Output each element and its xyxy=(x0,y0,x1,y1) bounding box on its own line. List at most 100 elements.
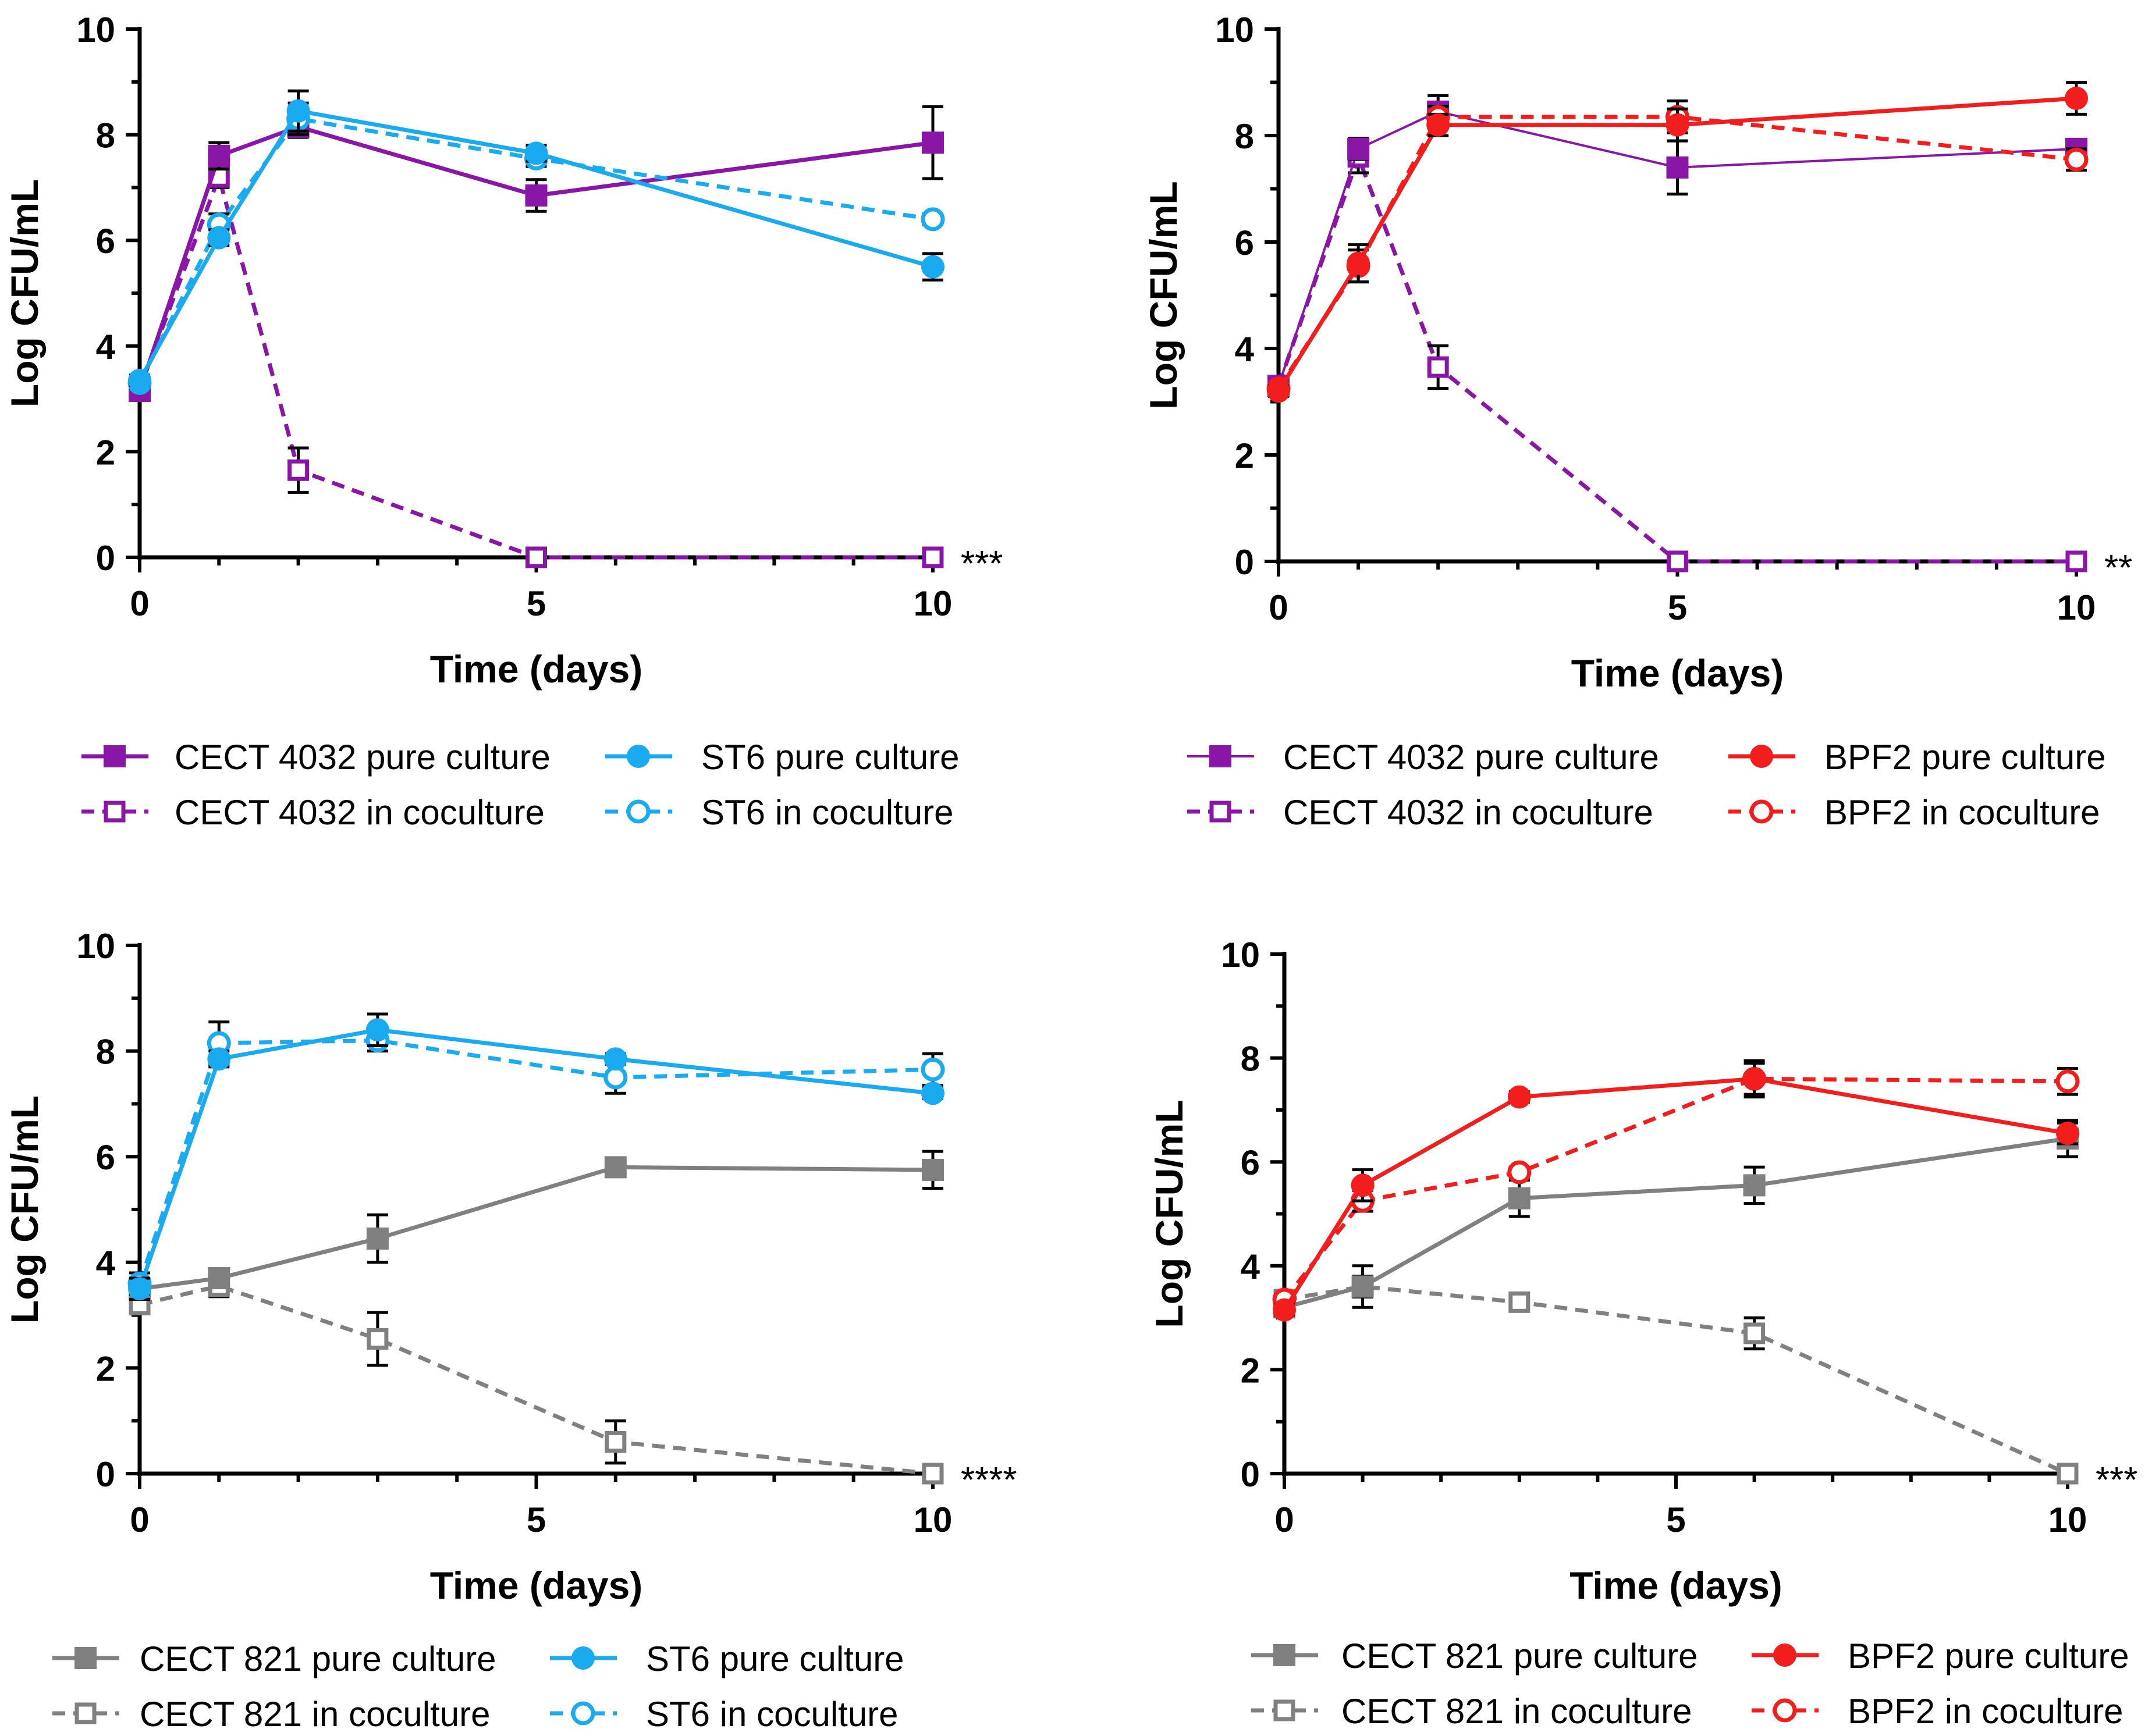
data-point xyxy=(1508,1291,1530,1313)
data-point xyxy=(524,141,548,165)
series-bpf2-pure-culture xyxy=(1273,1059,2079,1322)
y-tick-label: 6 xyxy=(1235,223,1254,262)
data-point xyxy=(128,368,151,392)
legend: CECT 4032 pure culture BPF2 pure culture C… xyxy=(1187,738,2106,832)
legend-marker xyxy=(571,1646,595,1670)
y-axis-title: Log CFU/mL xyxy=(1142,181,1185,409)
legend-label: ST6 in coculture xyxy=(701,793,954,832)
y-tick-label: 0 xyxy=(1241,1455,1260,1494)
legend-item: CECT 4032 pure culture xyxy=(81,738,551,777)
legend-label: CECT 821 in coculture xyxy=(1341,1692,1692,1731)
legend-item: BPF2 in coculture xyxy=(1728,793,2100,832)
y-tick-label: 4 xyxy=(96,328,116,367)
x-axis-title: Time (days) xyxy=(430,648,643,691)
legend-label: CECT 4032 in coculture xyxy=(1283,793,1653,832)
y-tick-label: 2 xyxy=(1241,1351,1260,1390)
data-point xyxy=(286,99,310,123)
x-tick-label: 5 xyxy=(1666,1500,1685,1539)
significance-marker: *** xyxy=(961,544,1003,584)
legend-marker xyxy=(1750,745,1773,768)
legend-item: BPF2 in coculture xyxy=(1752,1692,2123,1731)
x-axis-title: Time (days) xyxy=(430,1564,643,1607)
data-point xyxy=(603,1047,627,1071)
x-tick-label: 10 xyxy=(914,1500,953,1539)
y-tick-label: 10 xyxy=(1215,10,1254,49)
data-point xyxy=(2065,550,2087,572)
y-tick-label: 4 xyxy=(1235,330,1255,369)
legend-marker xyxy=(104,745,126,767)
significance-marker: ** xyxy=(2104,548,2132,588)
significance-marker: **** xyxy=(961,1460,1017,1500)
y-tick-label: 6 xyxy=(96,222,115,261)
series-cect-821-in-coculture xyxy=(129,1274,944,1485)
data-point xyxy=(2055,1069,2080,1094)
data-point xyxy=(1347,251,1370,275)
legend-marker xyxy=(1773,1643,1796,1667)
series-line xyxy=(137,1038,933,1285)
x-tick-label: 10 xyxy=(914,584,953,623)
legend-marker xyxy=(626,799,651,824)
legend-item: BPF2 pure culture xyxy=(1728,738,2106,777)
data-point xyxy=(1427,356,1449,378)
y-axis-title: Log CFU/mL xyxy=(3,1095,46,1324)
legend-item: CECT 821 pure culture xyxy=(52,1639,496,1678)
legend: CECT 4032 pure culture ST6 pure culture CE… xyxy=(81,738,960,832)
series-line xyxy=(1283,1076,2068,1311)
legend-marker xyxy=(627,745,650,768)
legend-item: ST6 in coculture xyxy=(605,793,954,832)
legend-label: CECT 821 pure culture xyxy=(1341,1637,1698,1675)
legend-marker xyxy=(1749,799,1774,824)
data-point xyxy=(1273,1298,1296,1322)
legend-marker xyxy=(74,1702,97,1724)
data-point xyxy=(367,1328,389,1350)
y-tick-label: 8 xyxy=(1235,117,1254,156)
legend-marker xyxy=(1773,1698,1797,1723)
data-point xyxy=(525,184,548,207)
legend-marker xyxy=(74,1647,97,1669)
y-tick-label: 4 xyxy=(96,1244,116,1283)
series-cect-4032-in-coculture xyxy=(129,165,944,568)
y-tick-label: 8 xyxy=(1241,1040,1260,1079)
x-tick-label: 0 xyxy=(130,1500,149,1539)
legend-label: BPF2 pure culture xyxy=(1848,1637,2129,1675)
data-point xyxy=(604,1156,627,1179)
data-point xyxy=(921,1082,944,1105)
panel-d: 0 2 4 6 8 10 0 5 10 Time (days) Log CFU/mL *** CECT … xyxy=(1148,935,2137,1731)
data-point xyxy=(208,1267,230,1290)
data-point xyxy=(1426,113,1450,137)
data-point xyxy=(1351,1275,1374,1298)
y-tick-label: 6 xyxy=(1241,1143,1260,1182)
legend: CECT 821 pure culture ST6 pure culture CEC… xyxy=(52,1639,904,1734)
legend-item: CECT 821 pure culture xyxy=(1251,1637,1698,1675)
legend-label: ST6 pure culture xyxy=(701,738,960,777)
legend-label: CECT 821 in coculture xyxy=(140,1695,491,1734)
series-st6-pure-culture xyxy=(128,89,944,392)
legend-item: CECT 4032 pure culture xyxy=(1187,738,1659,777)
y-tick-label: 0 xyxy=(96,1455,115,1494)
panel-a: 0 2 4 6 8 10 0 5 10 Time (days) Log CFU/mL *** CECT … xyxy=(3,10,1003,832)
data-point xyxy=(1347,137,1370,160)
x-tick-label: 0 xyxy=(1269,588,1288,627)
x-tick-label: 0 xyxy=(1274,1500,1294,1539)
data-point xyxy=(922,1158,944,1181)
data-point xyxy=(921,1057,945,1082)
data-point xyxy=(208,144,230,167)
legend-item: CECT 4032 in coculture xyxy=(81,793,545,832)
data-point xyxy=(1351,1173,1375,1197)
panel-b: 0 2 4 6 8 10 0 5 10 Time (days) Log CFU/mL ** CECT 4… xyxy=(1142,10,2132,832)
data-point xyxy=(366,1227,389,1250)
series-line xyxy=(1276,155,2076,564)
data-point xyxy=(922,1463,944,1485)
series-line xyxy=(137,1027,933,1290)
data-point xyxy=(2057,1463,2079,1485)
y-tick-label: 10 xyxy=(76,927,115,966)
data-point xyxy=(1507,1085,1531,1109)
series-bpf2-pure-culture xyxy=(1267,81,2088,403)
y-axis-title: Log CFU/mL xyxy=(3,179,46,407)
data-point xyxy=(605,1431,627,1453)
y-tick-label: 10 xyxy=(1221,935,1260,974)
data-point xyxy=(365,1018,389,1042)
series-line xyxy=(1283,1076,2068,1301)
x-tick-label: 5 xyxy=(527,584,546,623)
data-point xyxy=(207,226,231,250)
